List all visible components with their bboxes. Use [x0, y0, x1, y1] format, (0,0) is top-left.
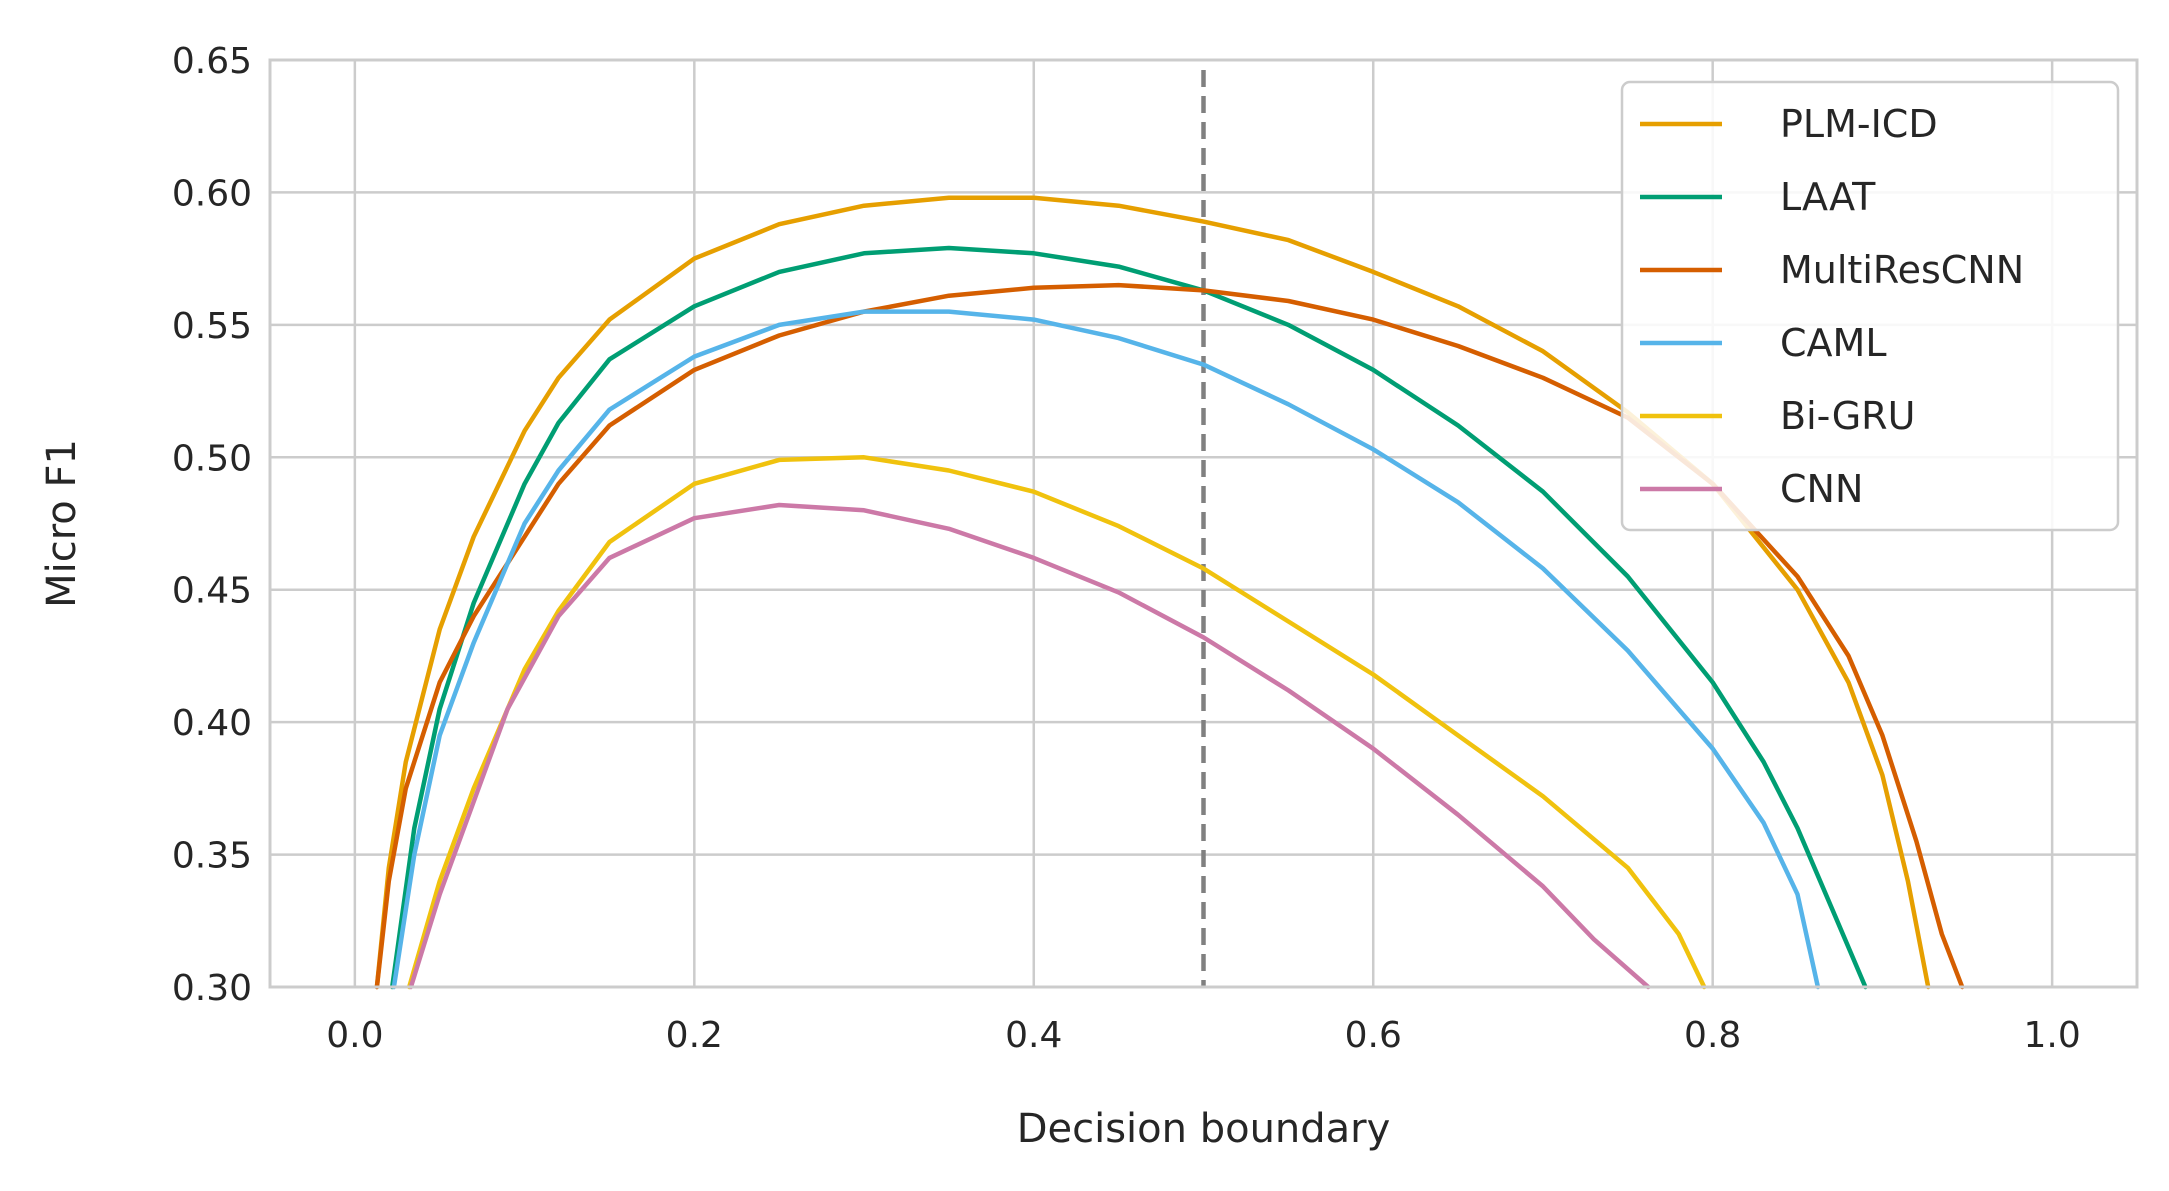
x-tick-label: 0.8: [1684, 1015, 1741, 1056]
x-tick-label: 0.4: [1005, 1015, 1062, 1056]
series-line-plm-icd: [374, 195, 1931, 990]
x-tick-label: 0.2: [666, 1015, 723, 1056]
x-tick-label: 0.6: [1345, 1015, 1402, 1056]
y-tick-label: 0.40: [172, 703, 252, 744]
legend: PLM-ICD LAAT MultiResCNN CAML Bi-GRU CNN: [1620, 80, 2120, 532]
legend-label: CNN: [1780, 467, 1863, 511]
series-line-multirescnn: [374, 282, 1965, 990]
x-tick-label: 0.0: [326, 1015, 383, 1056]
series-line-cnn: [408, 502, 1651, 990]
x-tick-labels: 0.0 0.2 0.4 0.6 0.8 1.0: [326, 1015, 2081, 1056]
y-tick-label: 0.60: [172, 173, 252, 214]
y-tick-label: 0.35: [172, 836, 252, 877]
y-tick-label: 0.30: [172, 968, 252, 1009]
legend-box: [1620, 80, 2120, 532]
legend-label: Bi-GRU: [1780, 394, 1915, 438]
x-axis-label: Decision boundary: [1017, 1106, 1391, 1152]
series-line-bi-gru: [406, 455, 1707, 990]
legend-label: PLM-ICD: [1780, 102, 1938, 146]
y-tick-label: 0.45: [172, 571, 252, 612]
series-line-caml: [391, 309, 1821, 990]
y-tick-label: 0.50: [172, 438, 252, 479]
plot-frame: [268, 58, 2139, 989]
y-tick-labels: 0.30 0.35 0.40 0.45 0.50 0.55 0.60 0.65: [172, 41, 252, 1009]
y-axis-label: Micro F1: [39, 439, 85, 608]
y-tick-label: 0.55: [172, 306, 252, 347]
legend-label: MultiResCNN: [1780, 248, 2024, 292]
legend-label: CAML: [1780, 321, 1887, 365]
x-tick-label: 1.0: [2024, 1015, 2081, 1056]
series-layer: [374, 195, 1965, 990]
series-line-laat: [389, 245, 1868, 990]
legend-label: LAAT: [1780, 175, 1876, 219]
y-tick-label: 0.65: [172, 41, 252, 82]
